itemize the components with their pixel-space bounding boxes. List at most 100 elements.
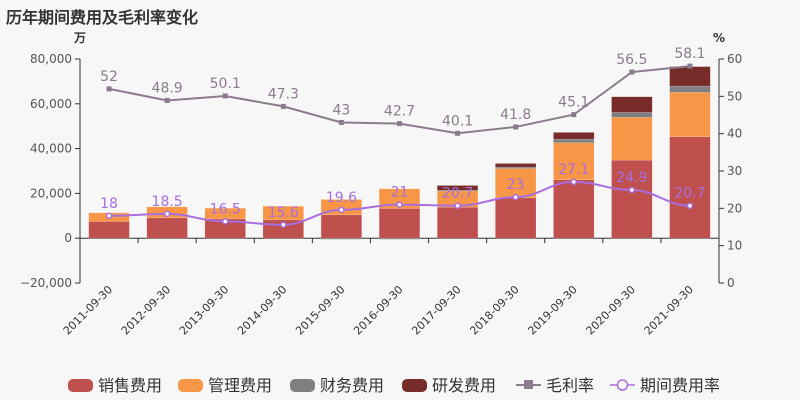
- bar-segment: [495, 163, 537, 168]
- left-axis-tick-label: 80,000: [30, 52, 72, 66]
- legend-item[interactable]: 管理费用: [178, 376, 272, 395]
- line-point-marker: [164, 97, 170, 103]
- x-axis-tick-label: 2020-09-30: [584, 283, 638, 337]
- bar-segment: [611, 112, 653, 118]
- bar-segment: [378, 237, 421, 240]
- bar-segment: [611, 117, 653, 161]
- bar-segment: [320, 214, 362, 239]
- legend-label: 财务费用: [320, 376, 384, 395]
- legend-swatch-icon: [178, 379, 203, 392]
- line-point-marker: [629, 69, 635, 75]
- legend-label: 研发费用: [432, 376, 496, 395]
- right-axis-tick-label: 20: [727, 201, 742, 215]
- line-point-marker: [455, 130, 461, 136]
- data-label: 43: [332, 102, 350, 118]
- line-point-marker: [106, 86, 112, 92]
- data-label: 47.3: [268, 86, 299, 102]
- bar-segment: [669, 85, 711, 93]
- data-label: 52: [100, 69, 118, 85]
- bar-segment: [611, 96, 653, 113]
- bar-segment: [553, 132, 595, 140]
- left-axis-tick-label: 60,000: [30, 97, 72, 111]
- x-axis-tick-label: 2011-09-30: [61, 283, 115, 337]
- bar-segment: [378, 188, 421, 209]
- x-axis-tick-label: 2014-09-30: [235, 283, 289, 337]
- left-axis-tick-label: 40,000: [30, 142, 72, 156]
- x-axis-tick-label: 2012-09-30: [119, 283, 173, 337]
- data-label: 21: [391, 185, 409, 201]
- bar-segment: [262, 205, 304, 221]
- right-axis-unit: %: [713, 31, 725, 45]
- line-point-marker: [570, 178, 578, 186]
- line-point-marker: [163, 210, 171, 218]
- right-axis-tick-label: 10: [727, 239, 742, 253]
- bar-segment: [669, 66, 711, 87]
- data-label: 56.5: [616, 52, 647, 68]
- bar-segment: [669, 92, 711, 138]
- bar-segment: [437, 190, 479, 192]
- data-label: 15.6: [268, 205, 299, 221]
- x-axis-tick-label: 2021-09-30: [642, 283, 696, 337]
- line-point-marker: [512, 193, 519, 201]
- data-label: 58.1: [674, 46, 705, 62]
- data-label: 16.5: [210, 201, 241, 217]
- line-point-marker: [513, 124, 519, 130]
- legend-label: 管理费用: [208, 376, 272, 395]
- data-label: 45.1: [558, 95, 589, 111]
- bar-segment: [378, 208, 421, 239]
- bar-segment: [437, 185, 479, 191]
- line-point-marker: [396, 201, 403, 208]
- right-axis-tick-label: 30: [727, 164, 742, 178]
- bar-segment: [88, 221, 130, 239]
- data-label: 42.7: [384, 104, 415, 120]
- bar-segment: [553, 142, 595, 181]
- x-axis-tick-label: 2013-09-30: [177, 283, 231, 337]
- data-label: 48.9: [152, 80, 183, 96]
- line-point-marker: [222, 93, 228, 99]
- legend-label: 期间费用率: [640, 376, 720, 395]
- line-point-marker: [338, 119, 344, 125]
- bar-segment: [495, 197, 537, 239]
- data-label: 27.1: [558, 162, 589, 178]
- legend-item[interactable]: 财务费用: [290, 376, 384, 395]
- legend-swatch-icon: [402, 379, 427, 392]
- bar-segment: [320, 237, 362, 240]
- legend-item[interactable]: 期间费用率: [610, 376, 720, 395]
- legend-item[interactable]: 毛利率: [516, 376, 594, 395]
- line-point-marker: [397, 121, 402, 127]
- data-label: 19.6: [326, 190, 357, 206]
- data-label: 24.9: [616, 170, 647, 186]
- legend-label: 毛利率: [546, 376, 594, 395]
- line-point-marker: [686, 202, 694, 209]
- legend-item[interactable]: 销售费用: [68, 376, 162, 395]
- bar-segment: [553, 138, 595, 144]
- line-point-marker: [571, 112, 577, 118]
- data-label: 18.5: [152, 194, 183, 210]
- legend-square-marker-icon: [524, 380, 533, 389]
- right-axis-tick-label: 0: [727, 276, 735, 290]
- x-axis-tick-label: 2017-09-30: [409, 283, 463, 337]
- bar-segment: [553, 179, 595, 239]
- data-label: 50.1: [210, 76, 241, 92]
- line-point-marker: [687, 63, 693, 69]
- right-axis-tick-label: 50: [727, 89, 742, 103]
- line-point-marker: [221, 218, 229, 225]
- bar-segment: [146, 217, 188, 239]
- left-axis-unit: 万: [73, 31, 86, 45]
- legend-item[interactable]: 研发费用: [402, 376, 496, 395]
- data-label: 23: [507, 177, 525, 193]
- line-point-marker: [454, 202, 461, 209]
- chart-title: 历年期间费用及毛利率变化: [6, 8, 199, 27]
- data-label: 20.7: [674, 186, 705, 202]
- x-axis-tick-label: 2016-09-30: [351, 283, 405, 337]
- x-axis-tick-label: 2019-09-30: [525, 283, 579, 337]
- left-axis-tick-label: 0: [64, 231, 72, 245]
- data-label: 18: [100, 196, 118, 212]
- data-label: 40.1: [442, 113, 473, 129]
- bar-segment: [437, 206, 479, 239]
- right-axis-tick-label: 40: [727, 127, 742, 141]
- data-label: 41.8: [500, 107, 531, 123]
- x-axis-tick-label: 2018-09-30: [467, 283, 521, 337]
- legend-swatch-icon: [68, 379, 93, 392]
- right-axis-tick-label: 60: [727, 52, 742, 66]
